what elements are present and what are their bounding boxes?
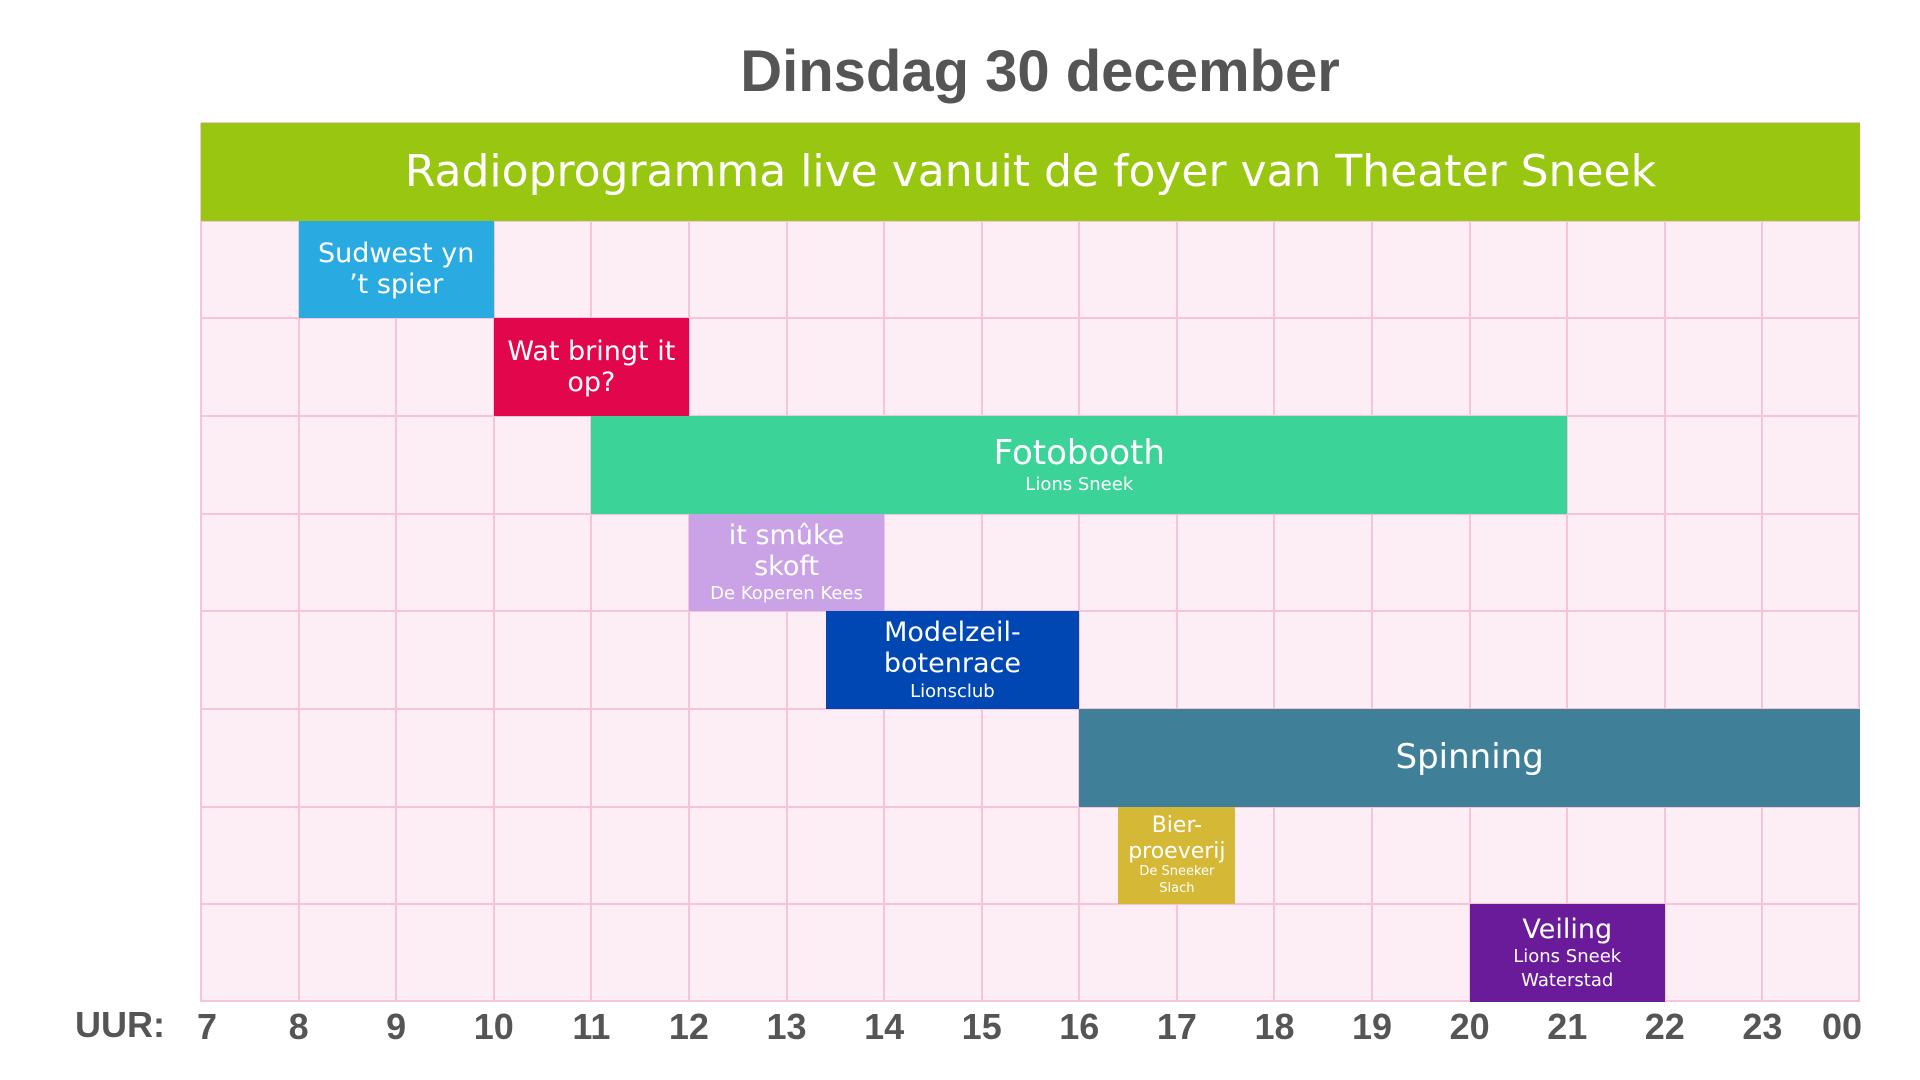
event-subtitle: De Koperen Kees [710,582,863,604]
grid-vline [1273,123,1276,1002]
grid-vline [1858,123,1860,1002]
event-block: Radioprogramma live vanuit de foyer van … [201,123,1860,221]
hour-tick-label: 00 [1821,1006,1863,1047]
grid-vline [590,123,593,1002]
grid-vline [1175,123,1178,1002]
event-title: Fotobooth [993,432,1165,473]
event-block: Fotobooth Lions Sneek [591,416,1568,514]
grid-hline [201,805,1860,808]
event-block: Spinning [1079,709,1860,807]
event-title: it smûke skoft [728,519,845,582]
grid-hline [201,1000,1860,1002]
grid-vline [492,123,495,1002]
event-block: Modelzeil-botenrace Lionsclub [825,611,1080,709]
hour-tick-label: 11 [572,1006,611,1047]
event-title: Bier-proeverij [1128,813,1226,864]
grid-vline [1078,123,1081,1002]
event-block: Veiling Lions Sneek Waterstad [1469,904,1665,1002]
event-block: Bier-proeverij De Sneeker Slach [1118,806,1236,905]
grid-vline [1468,123,1471,1002]
hour-tick-label: 20 [1449,1006,1490,1047]
grid-hline [201,512,1860,515]
grid-vline [883,123,886,1002]
hour-tick-label: 10 [473,1006,514,1047]
hour-tick-label: 8 [288,1006,309,1047]
grid-vline [200,123,202,1002]
grid-hline [201,219,1860,222]
page-title: Dinsdag 30 december [740,39,1340,104]
hour-tick-label: 13 [766,1006,807,1047]
hour-tick-label: 9 [386,1006,407,1047]
grid-vline [980,123,983,1002]
schedule-grid: Radioprogramma live vanuit de foyer van … [200,122,1860,1002]
event-block: Wat bringt it op? [493,318,689,416]
hour-tick-label: 18 [1254,1006,1295,1047]
event-title: Wat bringt it op? [507,336,676,399]
grid-vline [1566,123,1569,1002]
hour-tick-label: 15 [961,1006,1002,1047]
event-subtitle: De Sneeker Slach [1139,863,1215,896]
hour-tick-label: 16 [1059,1006,1100,1047]
event-subtitle: Lions Sneek Waterstad [1513,946,1622,991]
axis-label: UUR: [75,1004,165,1045]
grid-vline [1371,123,1374,1002]
event-block: Sudwest yn ’t spier [298,220,494,319]
event-subtitle: Lionsclub [910,680,995,702]
grid-hline [201,708,1860,710]
grid-vline [297,123,300,1002]
hour-tick-label: 12 [668,1006,709,1047]
grid-vline [395,123,398,1002]
event-title: Veiling [1522,914,1613,946]
hour-tick-label: 7 [196,1006,218,1047]
hour-tick-label: 21 [1547,1006,1588,1047]
hour-tick-label: 19 [1352,1006,1393,1047]
grid-vline [1761,123,1764,1002]
event-block: it smûke skoft De Koperen Kees [688,513,885,612]
grid-vline [1663,123,1666,1002]
event-title: Sudwest yn ’t spier [317,238,475,301]
grid-hline [201,317,1860,320]
hour-tick-label: 23 [1742,1006,1783,1047]
event-title: Modelzeil-botenrace [883,617,1021,680]
grid-hline [201,903,1860,906]
event-title: Spinning [1395,737,1544,778]
event-title: Radioprogramma live vanuit de foyer van … [404,145,1657,197]
hour-tick-label: 22 [1644,1006,1685,1047]
hour-tick-label: 14 [864,1006,905,1047]
event-subtitle: Lions Sneek [1025,473,1134,495]
hour-tick-label: 17 [1156,1006,1197,1047]
